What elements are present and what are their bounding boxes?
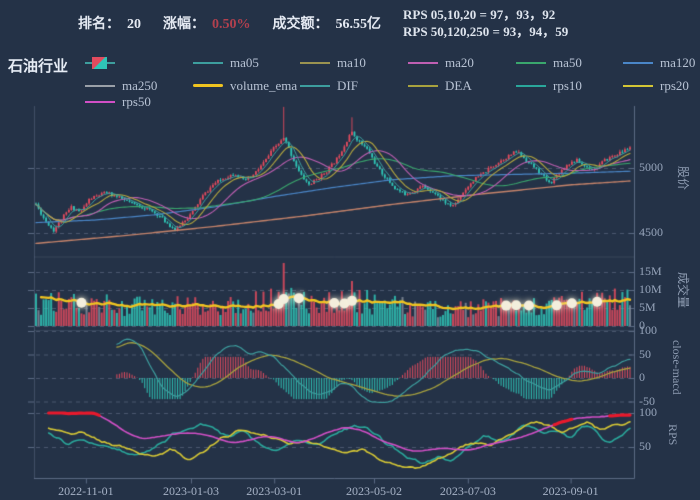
change-value: 0.50% (212, 17, 251, 32)
legend-label: ma20 (445, 55, 474, 70)
header-stats: 排名： 20 涨幅： 0.50% 成交额： 56.55亿 (78, 13, 403, 33)
turnover-value: 56.55亿 (335, 17, 382, 32)
legend-item-DEA[interactable]: DEA (408, 78, 472, 93)
y-tick-label: 100 (639, 405, 657, 419)
y-tick-label: -50 (639, 393, 655, 408)
legend-item-ma20[interactable]: ma20 (408, 55, 474, 70)
legend-label: ma120 (660, 55, 696, 70)
rps10-swatch (516, 79, 546, 93)
y-tick-label: 15M (639, 264, 662, 278)
DEA-swatch (408, 79, 438, 93)
ma250-swatch (85, 79, 115, 93)
legend-item-volume_ema[interactable]: volume_ema (193, 78, 298, 93)
rank-label: 排名： (78, 17, 120, 32)
legend-label: ma05 (230, 55, 259, 70)
rps50-swatch (85, 95, 115, 109)
legend-item-ma250[interactable]: ma250 (85, 78, 158, 93)
legend-label: DIF (337, 78, 358, 93)
page-title: 石油行业 (8, 58, 69, 75)
legend-item-ma10[interactable]: ma10 (300, 55, 366, 70)
ylabel-macd: close-macd (670, 340, 684, 395)
rps20-swatch (623, 79, 653, 93)
y-tick-label: 50 (639, 346, 651, 361)
legend-label: rps50 (122, 94, 151, 109)
legend-item-rps50[interactable]: rps50 (85, 94, 151, 109)
legend-item-ma05[interactable]: ma05 (193, 55, 259, 70)
x-tick-label: 2023-05-02 (345, 484, 402, 498)
candles-swatch-icon (85, 56, 115, 70)
rps-summary-line1: RPS 05,10,20 = 97，93，92 (403, 7, 556, 22)
legend-item-rps10[interactable]: rps10 (516, 78, 582, 93)
legend-item-DIF[interactable]: DIF (300, 78, 358, 93)
ylabel-volume: 成交量 (676, 272, 690, 309)
DIF-swatch (300, 79, 330, 93)
ma05-swatch (193, 56, 223, 70)
x-tick-label: 2023-01-03 (163, 484, 220, 498)
y-tick-label: 0 (639, 318, 645, 332)
ma50-swatch (516, 56, 546, 70)
rps-summary-line2: RPS 50,120,250 = 93，94，59 (403, 24, 569, 39)
y-tick-label: 50 (639, 439, 651, 453)
x-tick-label: 2022-11-01 (58, 484, 114, 498)
legend: ma05 ma10 ma20 ma50 ma120 ma250 volume_ema DIF D… (0, 0, 700, 115)
turnover-label: 成交额： (272, 17, 329, 32)
y-tick-label: 100 (639, 323, 657, 337)
ma20-swatch (408, 56, 438, 70)
ylabel-price: 股价 (676, 166, 690, 191)
x-tick-label: 2023-03-01 (246, 484, 303, 498)
change-label: 涨幅： (163, 17, 205, 32)
legend-item-rps20[interactable]: rps20 (623, 78, 689, 93)
y-tick-label: 0 (639, 370, 645, 384)
y-tick-label: 10M (639, 282, 662, 296)
legend-label: ma50 (553, 55, 582, 70)
ylabel-rps: RPS (666, 424, 680, 446)
ma10-swatch (300, 56, 330, 70)
legend-label: DEA (445, 78, 472, 93)
legend-label: rps10 (553, 78, 582, 93)
legend-label: ma10 (337, 55, 366, 70)
legend-item-ma50[interactable]: ma50 (516, 55, 582, 70)
legend-item-ma120[interactable]: ma120 (623, 55, 696, 70)
y-tick-label: 5000 (639, 160, 663, 174)
rank-value: 20 (127, 17, 141, 32)
legend-item-candles[interactable] (85, 56, 122, 70)
legend-label: rps20 (660, 78, 689, 93)
x-tick-label: 2023-09-01 (542, 484, 599, 498)
rps-summary: RPS 05,10,20 = 97，93，92 RPS 50,120,250 =… (403, 6, 568, 40)
legend-label: volume_ema (230, 78, 298, 93)
y-tick-label: 4500 (639, 225, 663, 239)
ma120-swatch (623, 56, 653, 70)
volume_ema-swatch (193, 79, 223, 93)
x-tick-label: 2023-07-03 (439, 484, 496, 498)
legend-label: ma250 (122, 78, 158, 93)
y-tick-label: 5M (639, 300, 656, 314)
